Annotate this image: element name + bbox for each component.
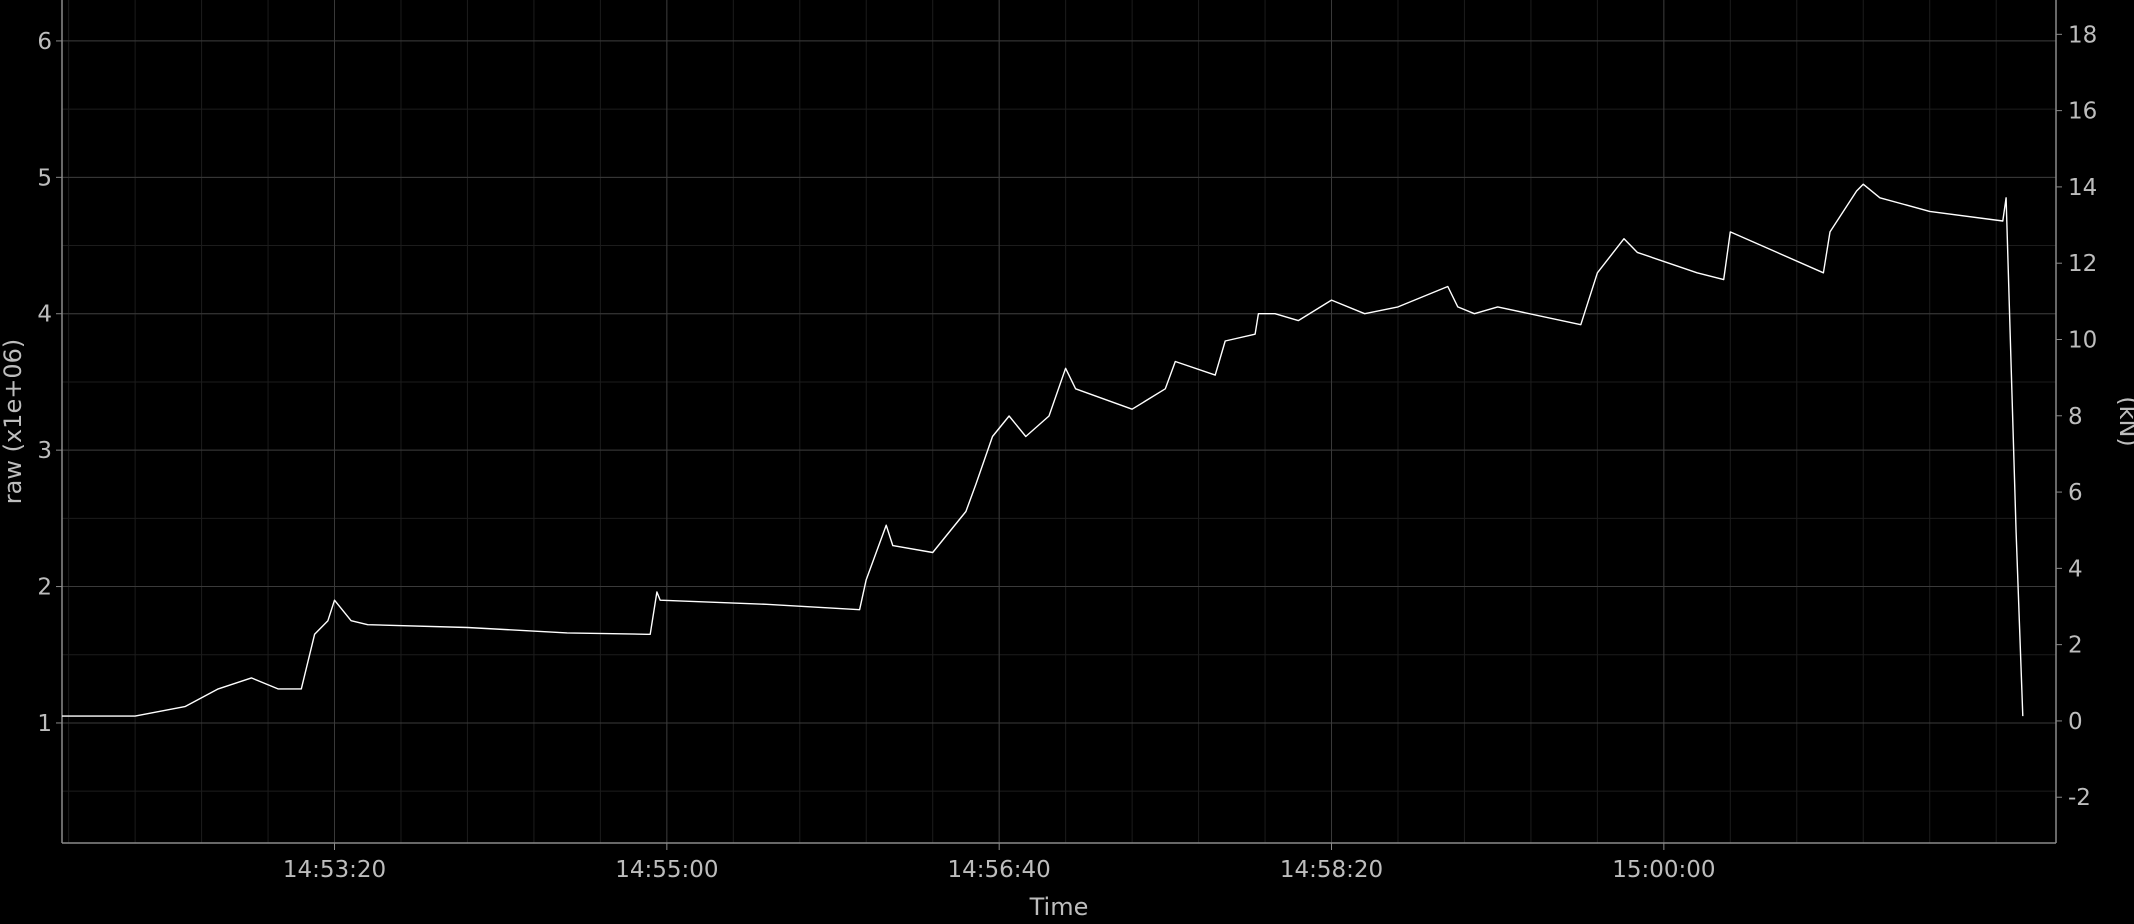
series-line (62, 183, 2024, 717)
x-tick-label: 15:00:00 (1612, 857, 1715, 883)
left-y-axis-title: raw (x1e+06) (0, 339, 27, 504)
left-y-tick-label: 1 (37, 711, 52, 737)
major-grid (62, 0, 2056, 843)
right-y-tick-label: 8 (2068, 404, 2083, 430)
x-tick-label: 14:58:20 (1280, 857, 1383, 883)
right-y-tick-label: -2 (2068, 785, 2091, 811)
right-y-axis-ticks: -2 0 2 4 6 8 10 12 14 16 18 (2056, 22, 2097, 811)
x-tick-label: 14:55:00 (615, 857, 718, 883)
left-y-axis-ticks: 1 2 3 4 5 6 (37, 29, 62, 737)
x-tick-label: 14:56:40 (948, 857, 1051, 883)
right-y-tick-label: 12 (2068, 251, 2097, 277)
left-y-tick-label: 3 (37, 438, 52, 464)
right-y-tick-label: 18 (2068, 22, 2097, 48)
right-y-tick-label: 16 (2068, 99, 2097, 125)
right-y-tick-label: 4 (2068, 556, 2083, 582)
x-axis-title: Time (1029, 893, 1089, 921)
right-y-tick-label: 0 (2068, 709, 2083, 735)
left-y-tick-label: 5 (37, 165, 52, 191)
minor-grid (62, 0, 2056, 843)
right-y-tick-label: 6 (2068, 480, 2083, 506)
right-y-tick-label: 14 (2068, 175, 2097, 201)
x-tick-label: 14:53:20 (283, 857, 386, 883)
left-y-tick-label: 4 (37, 302, 52, 328)
right-y-tick-label: 10 (2068, 327, 2097, 353)
left-y-tick-label: 6 (37, 29, 52, 55)
right-y-axis-title: (kN) (2114, 396, 2134, 447)
x-axis-ticks: 14:53:20 14:55:00 14:56:40 14:58:20 15:00:00 (283, 843, 1716, 883)
left-y-tick-label: 2 (37, 575, 52, 601)
right-y-tick-label: 2 (2068, 633, 2083, 659)
series-layer (62, 183, 2024, 717)
axes (61, 0, 2057, 844)
